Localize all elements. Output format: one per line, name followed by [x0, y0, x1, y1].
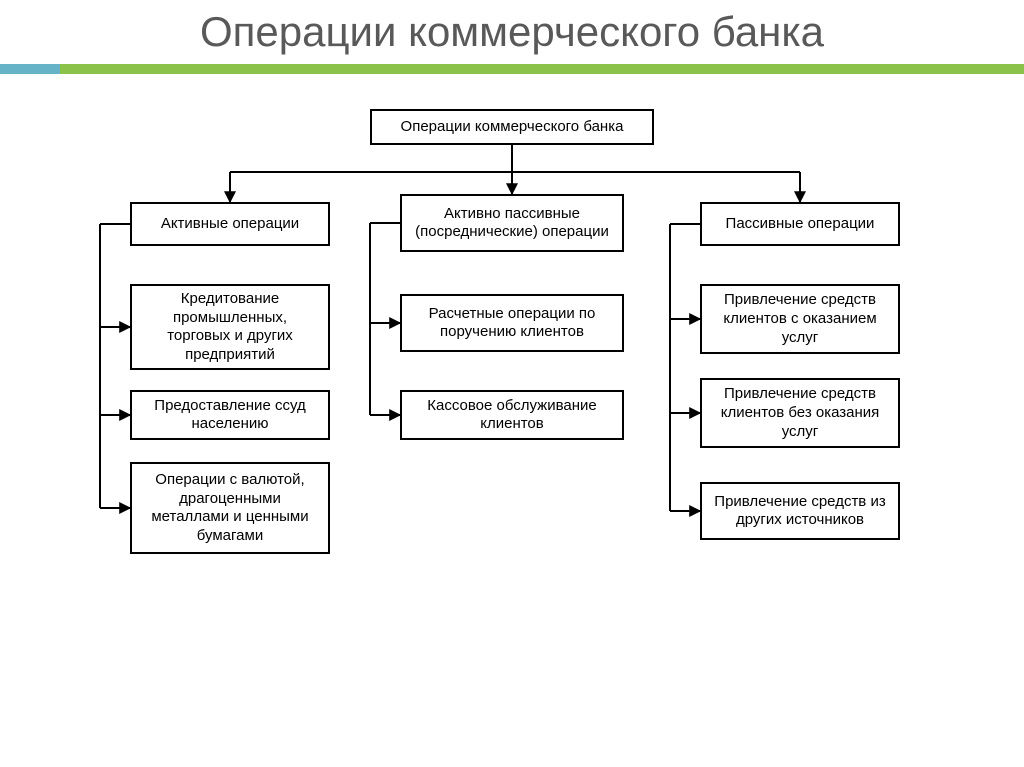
diagram-area: Операции коммерческого банка Активные опе… [0, 94, 1024, 674]
accent-bar [0, 64, 1024, 74]
box-a1: Кредитование промышленных, торговых и др… [130, 284, 330, 370]
box-m1: Расчетные операции по поручению клиентов [400, 294, 624, 352]
box-p3: Привлечение средств из других источников [700, 482, 900, 540]
accent-right [60, 64, 1024, 74]
accent-left [0, 64, 60, 74]
box-active: Активные операции [130, 202, 330, 246]
box-mixed: Активно пассивные (посреднические) опера… [400, 194, 624, 252]
box-a3: Операции с валютой, драгоценными металла… [130, 462, 330, 554]
box-a2: Предоставление ссуд населению [130, 390, 330, 440]
box-root: Операции коммерческого банка [370, 109, 654, 145]
box-p1: Привлечение средств клиентов с оказанием… [700, 284, 900, 354]
box-m2: Кассовое обслуживание клиентов [400, 390, 624, 440]
box-p2: Привлечение средств клиентов без оказани… [700, 378, 900, 448]
box-passive: Пассивные операции [700, 202, 900, 246]
slide-title: Операции коммерческого банка [0, 0, 1024, 64]
